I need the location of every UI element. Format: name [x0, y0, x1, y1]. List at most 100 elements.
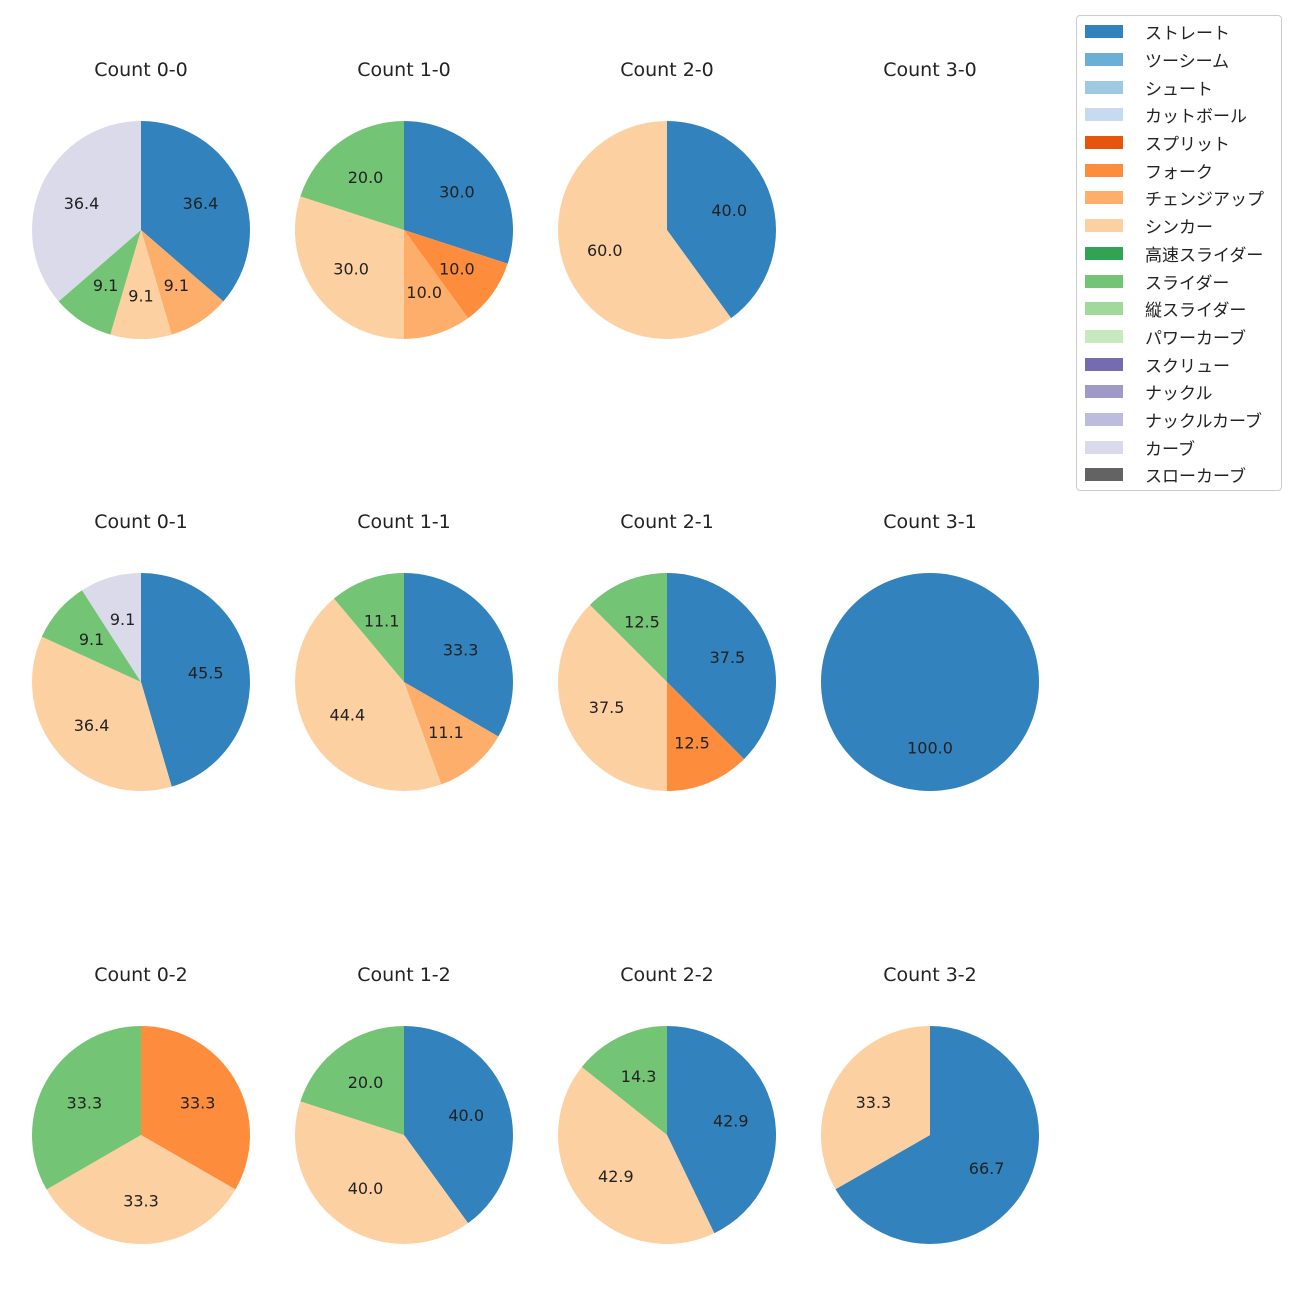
legend-item: シンカー	[1077, 212, 1281, 240]
legend-item: ツーシーム	[1077, 46, 1281, 74]
pie-slice	[41, 590, 141, 682]
legend-swatch	[1085, 219, 1123, 233]
legend-swatch	[1085, 357, 1123, 371]
slice-value-label: 100.0	[907, 738, 953, 757]
slice-value-label: 37.5	[710, 648, 746, 667]
legend-item: シュート	[1077, 73, 1281, 101]
slice-value-label: 60.0	[587, 241, 623, 260]
chart-title: Count 2-0	[620, 59, 714, 81]
pie-slice	[404, 230, 508, 319]
pie-slice	[404, 1026, 513, 1224]
pie-chart: Count 1-2 40.0 40.0 20.0	[294, 964, 513, 1244]
legend-item: ストレート	[1077, 18, 1281, 46]
slice-value-label: 40.0	[348, 1179, 384, 1198]
slice-value-label: 33.3	[67, 1093, 103, 1112]
legend-label: スローカーブ	[1145, 467, 1246, 488]
legend-item: スプリット	[1077, 129, 1281, 157]
slice-value-label: 37.5	[589, 698, 625, 717]
pie-chart: Count 0-2 33.3 33.3 33.3	[31, 964, 250, 1244]
slice-value-label: 9.1	[79, 630, 104, 649]
pie-slice	[58, 230, 142, 335]
legend-swatch	[1085, 468, 1123, 482]
slice-value-label: 33.3	[856, 1093, 892, 1112]
pie-slice	[300, 121, 404, 230]
legend-label: 縦スライダー	[1145, 301, 1247, 322]
legend-label: カーブ	[1145, 439, 1195, 460]
slice-value-label: 36.4	[64, 194, 100, 213]
slice-value-label: 33.3	[180, 1093, 216, 1112]
slice-value-label: 20.0	[348, 168, 384, 187]
legend-swatch	[1085, 25, 1123, 39]
slice-value-label: 66.7	[969, 1159, 1005, 1178]
chart-title: Count 0-0	[94, 59, 188, 81]
slice-value-label: 9.1	[164, 276, 189, 295]
slice-value-label: 36.4	[74, 716, 110, 735]
legend-swatch	[1085, 412, 1123, 426]
pie-slice	[295, 196, 404, 339]
legend-label: カットボール	[1145, 107, 1247, 128]
slice-value-label: 42.9	[713, 1111, 749, 1130]
pie-slice	[558, 604, 667, 791]
pie-slice	[110, 230, 172, 339]
chart-title: Count 1-1	[357, 511, 451, 533]
chart-title: Count 1-2	[357, 964, 451, 986]
legend-item: チェンジアップ	[1077, 184, 1281, 212]
pie-slice	[295, 598, 442, 791]
legend-swatch	[1085, 440, 1123, 454]
legend-swatch	[1085, 302, 1123, 316]
legend-item: パワーカーブ	[1077, 323, 1281, 351]
slice-value-label: 36.4	[183, 194, 219, 213]
pie-slice	[667, 121, 776, 319]
legend-item: 縦スライダー	[1077, 295, 1281, 323]
pie-slice	[141, 1026, 250, 1190]
slice-value-label: 9.1	[93, 276, 118, 295]
pie-slice	[300, 1026, 404, 1135]
slice-value-label: 10.0	[439, 259, 475, 278]
legend-label: パワーカーブ	[1145, 328, 1246, 349]
pie-slice	[404, 573, 513, 737]
chart-title: Count 3-2	[883, 964, 977, 986]
pie-slice	[31, 1026, 141, 1190]
slice-value-label: 11.1	[428, 723, 464, 742]
slice-value-label: 20.0	[348, 1073, 384, 1092]
pie-slice	[581, 1026, 667, 1135]
legend-swatch	[1085, 136, 1123, 150]
slice-value-label: 9.1	[128, 286, 153, 305]
legend-item: ナックルカーブ	[1077, 406, 1281, 434]
pie-slice	[404, 682, 499, 785]
pie-slice	[667, 1026, 776, 1234]
legend-swatch	[1085, 329, 1123, 343]
legend-swatch	[1085, 80, 1123, 94]
legend-item: フォーク	[1077, 156, 1281, 184]
chart-title: Count 2-2	[620, 964, 714, 986]
pie-slice	[821, 1026, 930, 1190]
slice-value-label: 44.4	[330, 706, 366, 725]
pie-chart: Count 1-1 33.3 11.1 44.4 11.1	[295, 511, 513, 791]
pie-slice	[46, 1135, 236, 1244]
legend-item: カットボール	[1077, 101, 1281, 129]
slice-value-label: 12.5	[674, 733, 710, 752]
slice-value-label: 10.0	[406, 283, 442, 302]
pie-chart: Count 2-0 40.0 60.0	[558, 59, 776, 339]
legend-label: シンカー	[1145, 218, 1213, 239]
pie-chart: Count 0-0 36.4 9.1 9.1 9.1 36.4	[32, 59, 251, 339]
pie-slice	[294, 1101, 469, 1244]
legend-swatch	[1085, 191, 1123, 205]
pie-slice	[333, 573, 404, 682]
pie-slice	[835, 1026, 1039, 1244]
legend-label: ストレート	[1145, 24, 1230, 45]
slice-value-label: 9.1	[110, 610, 135, 629]
slice-value-label: 30.0	[439, 183, 475, 202]
legend-swatch	[1085, 274, 1123, 288]
legend-item: カーブ	[1077, 433, 1281, 461]
chart-title: Count 3-1	[883, 511, 977, 533]
chart-title: Count 0-2	[94, 964, 188, 986]
pie-slice	[667, 573, 777, 760]
pie-slice	[558, 121, 732, 339]
legend-item: スローカーブ	[1077, 461, 1281, 489]
slice-value-label: 40.0	[711, 201, 747, 220]
pie-chart: Count 0-1 45.5 36.4 9.1 9.1	[31, 511, 251, 791]
legend-label: スクリュー	[1145, 356, 1230, 377]
slice-value-label: 42.9	[598, 1167, 634, 1186]
